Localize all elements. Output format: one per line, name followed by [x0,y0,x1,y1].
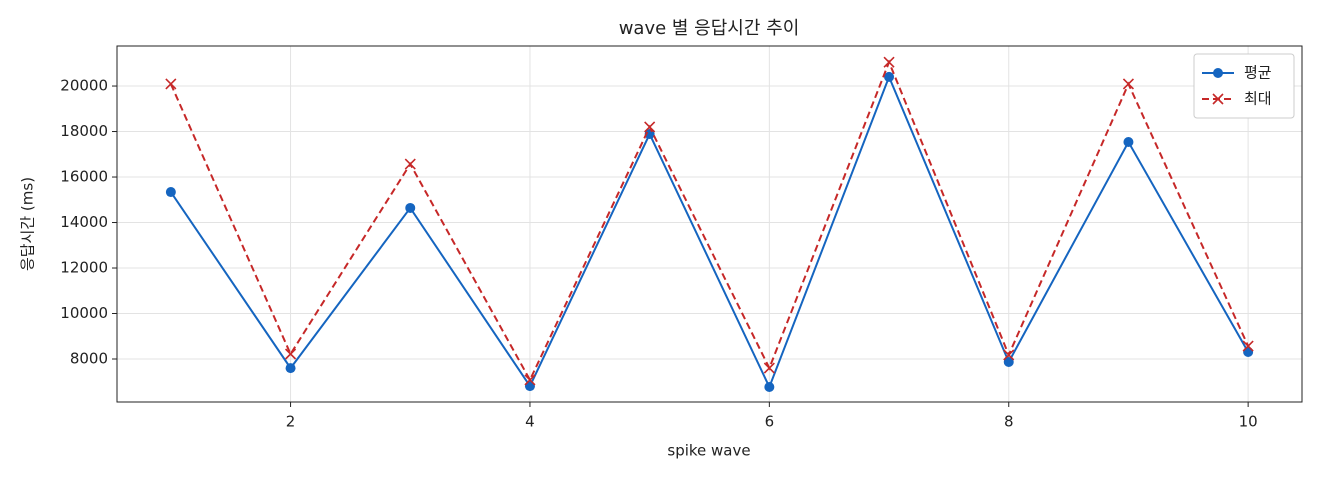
point-marker [764,381,775,392]
y-axis-label: 응답시간 (ms) [19,177,37,271]
point-marker [284,348,297,360]
point-marker [165,187,176,198]
point-marker [763,362,775,374]
y-tick-label: 20000 [60,77,108,95]
point-marker [1123,136,1134,147]
x-axis-label: spike wave [667,442,750,460]
y-tick-label: 12000 [60,259,108,277]
x-tick-label: 2 [286,413,296,431]
point-marker [1003,356,1014,367]
plot-frame [116,45,1303,403]
chart-title: wave 별 응답시간 추이 [619,18,800,39]
point-marker [884,71,895,82]
point-marker [1003,349,1015,361]
point-marker [405,202,416,213]
x-tick-label: 8 [1004,413,1014,431]
legend-marker [1213,68,1223,78]
legend-label: 최대 [1244,90,1272,108]
point-marker [644,121,656,133]
point-marker [1242,340,1254,352]
y-tick-label: 8000 [70,350,108,368]
y-tick-label: 18000 [60,122,108,140]
point-marker [524,381,535,392]
point-marker [1122,78,1135,90]
x-tick-label: 10 [1239,413,1258,431]
point-marker [524,374,536,386]
x-tick-label: 4 [525,413,535,431]
x-tick-label: 6 [765,413,775,431]
point-marker [883,56,895,68]
series-line [170,74,1250,390]
y-tick-label: 14000 [60,213,108,231]
point-marker [404,158,416,170]
series-line [169,59,1250,383]
y-tick-label: 16000 [60,168,108,186]
point-marker [165,78,177,90]
y-tick-label: 10000 [60,304,108,322]
point-marker [285,363,296,374]
legend-label: 평균 [1244,64,1272,82]
legend-marker [1212,93,1224,105]
